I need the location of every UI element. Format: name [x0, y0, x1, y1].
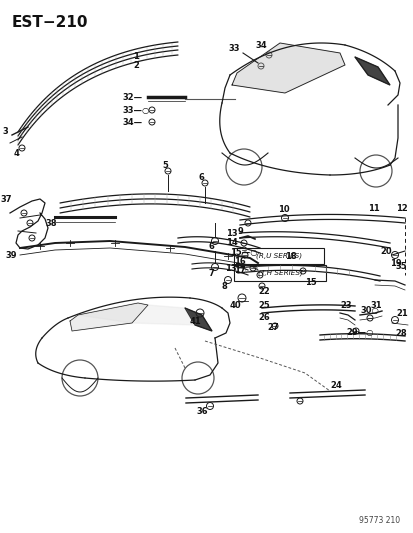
Polygon shape — [185, 308, 211, 331]
Text: 9: 9 — [237, 227, 243, 236]
Polygon shape — [354, 57, 389, 85]
Text: 32—: 32— — [122, 93, 142, 101]
Text: 36: 36 — [195, 407, 207, 416]
Text: 14: 14 — [225, 238, 237, 246]
Text: 31: 31 — [369, 301, 381, 310]
Text: (T,H SERIES): (T,H SERIES) — [257, 270, 302, 276]
Text: 25: 25 — [257, 301, 269, 310]
Text: 11: 11 — [367, 204, 379, 213]
Text: EST−210: EST−210 — [12, 15, 88, 30]
Text: 38: 38 — [45, 219, 56, 228]
Text: 95773 210: 95773 210 — [358, 516, 399, 525]
Text: 5: 5 — [161, 160, 167, 169]
FancyBboxPatch shape — [233, 248, 323, 264]
Text: 18: 18 — [284, 252, 296, 261]
Text: 24: 24 — [329, 381, 341, 390]
Text: 23: 23 — [339, 301, 351, 310]
Text: 4: 4 — [14, 149, 20, 157]
Text: 19: 19 — [389, 259, 401, 268]
Polygon shape — [70, 303, 147, 331]
Text: 10: 10 — [277, 205, 289, 214]
Text: 1: 1 — [133, 52, 138, 61]
Text: 20: 20 — [379, 246, 391, 255]
Text: 34—: 34— — [122, 117, 142, 126]
Text: 2: 2 — [133, 61, 138, 69]
Text: 6: 6 — [199, 173, 204, 182]
Text: 3: 3 — [2, 126, 8, 135]
Text: 26: 26 — [257, 312, 269, 321]
Text: 21: 21 — [395, 309, 407, 318]
Text: 27: 27 — [266, 322, 278, 332]
Text: 28: 28 — [394, 328, 406, 337]
Text: 16: 16 — [233, 256, 245, 265]
Text: 13: 13 — [224, 263, 236, 272]
FancyBboxPatch shape — [233, 265, 325, 281]
Text: 30○: 30○ — [359, 306, 378, 316]
Text: 22: 22 — [257, 287, 269, 295]
Text: 6: 6 — [209, 241, 214, 251]
Text: 39: 39 — [5, 251, 17, 260]
Polygon shape — [78, 303, 195, 325]
Text: 35: 35 — [394, 262, 406, 271]
Text: 37: 37 — [0, 195, 12, 204]
Text: 7: 7 — [209, 269, 214, 278]
Text: 33: 33 — [228, 44, 239, 52]
Text: 17: 17 — [233, 265, 245, 274]
Text: 8: 8 — [221, 281, 227, 290]
Text: 41: 41 — [190, 317, 201, 326]
Text: 33—○: 33—○ — [122, 106, 149, 115]
Polygon shape — [231, 43, 344, 93]
Text: 29—○: 29—○ — [345, 328, 373, 337]
Text: 13: 13 — [225, 229, 237, 238]
Text: 15: 15 — [304, 278, 316, 287]
Text: (R,U SERIES): (R,U SERIES) — [255, 253, 301, 259]
Text: 40: 40 — [230, 301, 241, 310]
Text: 34: 34 — [254, 41, 266, 50]
Text: 15—○: 15—○ — [230, 247, 257, 256]
Text: 12: 12 — [395, 204, 407, 213]
